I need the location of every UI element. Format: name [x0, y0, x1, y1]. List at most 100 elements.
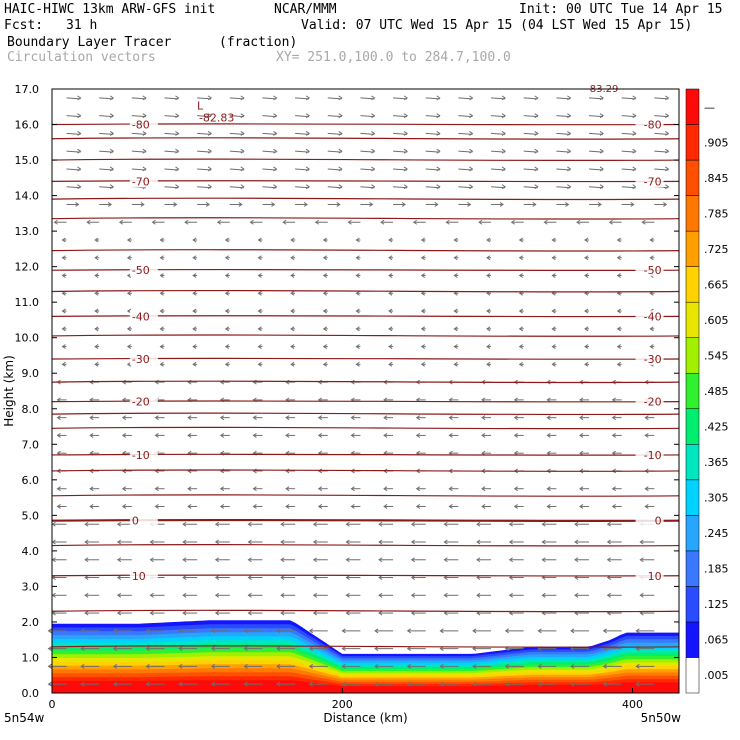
vector-arrowhead: [567, 166, 572, 172]
vector-arrowhead: [145, 681, 150, 687]
vector-arrowhead: [436, 148, 441, 154]
vector-arrow: [393, 150, 408, 153]
vector-arrowhead: [112, 646, 118, 652]
vector-arrowhead: [537, 681, 542, 687]
vector-arrowhead: [501, 113, 506, 119]
vector-arrowhead: [486, 273, 491, 278]
vector-arrowhead: [207, 166, 213, 172]
vector-arrowhead: [126, 290, 132, 296]
vector-arrowhead: [602, 628, 607, 634]
vector-arrowhead: [214, 539, 220, 545]
vector-arrowhead: [567, 113, 572, 119]
vector-arrowhead: [383, 486, 388, 492]
colorbar-label: .785: [704, 207, 729, 220]
vector-arrowhead: [599, 113, 604, 119]
vector-arrowhead: [388, 344, 393, 350]
vector-arrowhead: [192, 361, 197, 367]
vector-arrowhead: [159, 344, 164, 350]
vector-arrowhead: [644, 432, 649, 438]
vector-arrow: [66, 150, 81, 153]
vector-arrowhead: [154, 432, 159, 438]
vector-arrowhead: [322, 273, 328, 278]
vector-arrowhead: [374, 663, 379, 669]
end-location-label: 5n50w: [641, 711, 682, 725]
vector-arrowhead: [257, 255, 262, 261]
vector-arrowhead: [410, 557, 416, 563]
vector-arrowhead: [290, 237, 295, 243]
vector-arrow: [621, 186, 636, 189]
vector-arrowhead: [224, 326, 230, 332]
vector-arrowhead: [443, 592, 448, 598]
vector-arrowhead: [513, 415, 518, 421]
temperature-contour: [51, 197, 680, 201]
colorbar-label: .665: [704, 278, 729, 291]
vector-arrowhead: [350, 432, 355, 438]
vector-arrow: [588, 186, 604, 189]
temperature-contours: -80 -80 -70 -70 -50 -50 -40 -40 -30 -30 -20 -20 -10 -…: [51, 84, 680, 648]
vector-arrowhead: [518, 237, 523, 243]
colorbar-swatch: [685, 301, 700, 338]
vector-arrowhead: [443, 521, 448, 527]
vector-arrow: [295, 115, 310, 118]
vector-arrow: [458, 97, 473, 100]
vector-arrowhead: [574, 557, 579, 563]
vector-arrowhead: [305, 184, 311, 190]
vector-arrowhead: [285, 504, 290, 509]
vector-arrowhead: [116, 592, 122, 598]
x-tick-label: 400: [622, 698, 643, 711]
vector-arrowhead: [142, 113, 147, 119]
vector-arrowhead: [273, 113, 278, 119]
vector-arrowhead: [94, 326, 99, 332]
vector-arrowhead: [285, 486, 290, 492]
vector-arrowhead: [240, 130, 245, 136]
vector-arrowhead: [546, 432, 551, 438]
vector-arrow: [295, 168, 310, 171]
vector-arrowhead: [94, 308, 99, 314]
vector-arrowhead: [285, 432, 290, 438]
vector-arrowhead: [355, 237, 360, 243]
vector-arrowhead: [214, 575, 220, 580]
vector-arrowhead: [219, 486, 225, 492]
vector-arrowhead: [541, 592, 546, 598]
vector-arrowhead: [338, 148, 343, 154]
vector-arrow: [229, 168, 244, 171]
vector-arrowhead: [308, 628, 314, 634]
vector-arrow: [131, 97, 146, 100]
contour-label: -70: [644, 175, 662, 188]
vector-arrowhead: [159, 273, 164, 278]
vector-arrowhead: [240, 166, 245, 172]
vector-arrowhead: [89, 486, 94, 492]
vector-arrowhead: [322, 326, 328, 332]
vector-arrowhead: [84, 557, 89, 563]
vector-arrowhead: [616, 308, 621, 314]
vector-arrow: [621, 132, 636, 135]
y-tick-label: 13.0: [15, 225, 40, 238]
vector-arrow: [262, 115, 277, 118]
temperature-contour: [51, 334, 680, 337]
contour-label: -50: [644, 264, 662, 277]
vector-arrowhead: [347, 219, 352, 225]
vector-arrowhead: [126, 255, 132, 261]
vector-arrowhead: [436, 184, 441, 190]
vector-arrowhead: [436, 113, 441, 119]
vector-arrowhead: [126, 326, 132, 332]
vector-arrowhead: [207, 184, 213, 190]
vector-arrowhead: [486, 255, 491, 261]
y-tick-label: 15.0: [15, 154, 40, 167]
vector-arrowhead: [80, 628, 85, 634]
vector-arrowhead: [116, 557, 122, 563]
vector-arrowhead: [410, 592, 416, 598]
vector-arrowhead: [534, 166, 539, 172]
vector-arrow: [66, 186, 81, 189]
vector-arrowhead: [341, 646, 346, 652]
vector-arrowhead: [305, 95, 311, 101]
vector-arrowhead: [403, 148, 408, 154]
vector-arrowhead: [84, 575, 89, 580]
colorbar-label: .485: [704, 385, 729, 398]
vector-arrowhead: [47, 628, 52, 634]
vector-arrow: [99, 97, 114, 100]
vector-arrowhead: [481, 504, 486, 509]
vector-arrowhead: [338, 184, 343, 190]
contour-label: -40: [644, 310, 662, 323]
colorbar-swatch: [685, 515, 700, 552]
